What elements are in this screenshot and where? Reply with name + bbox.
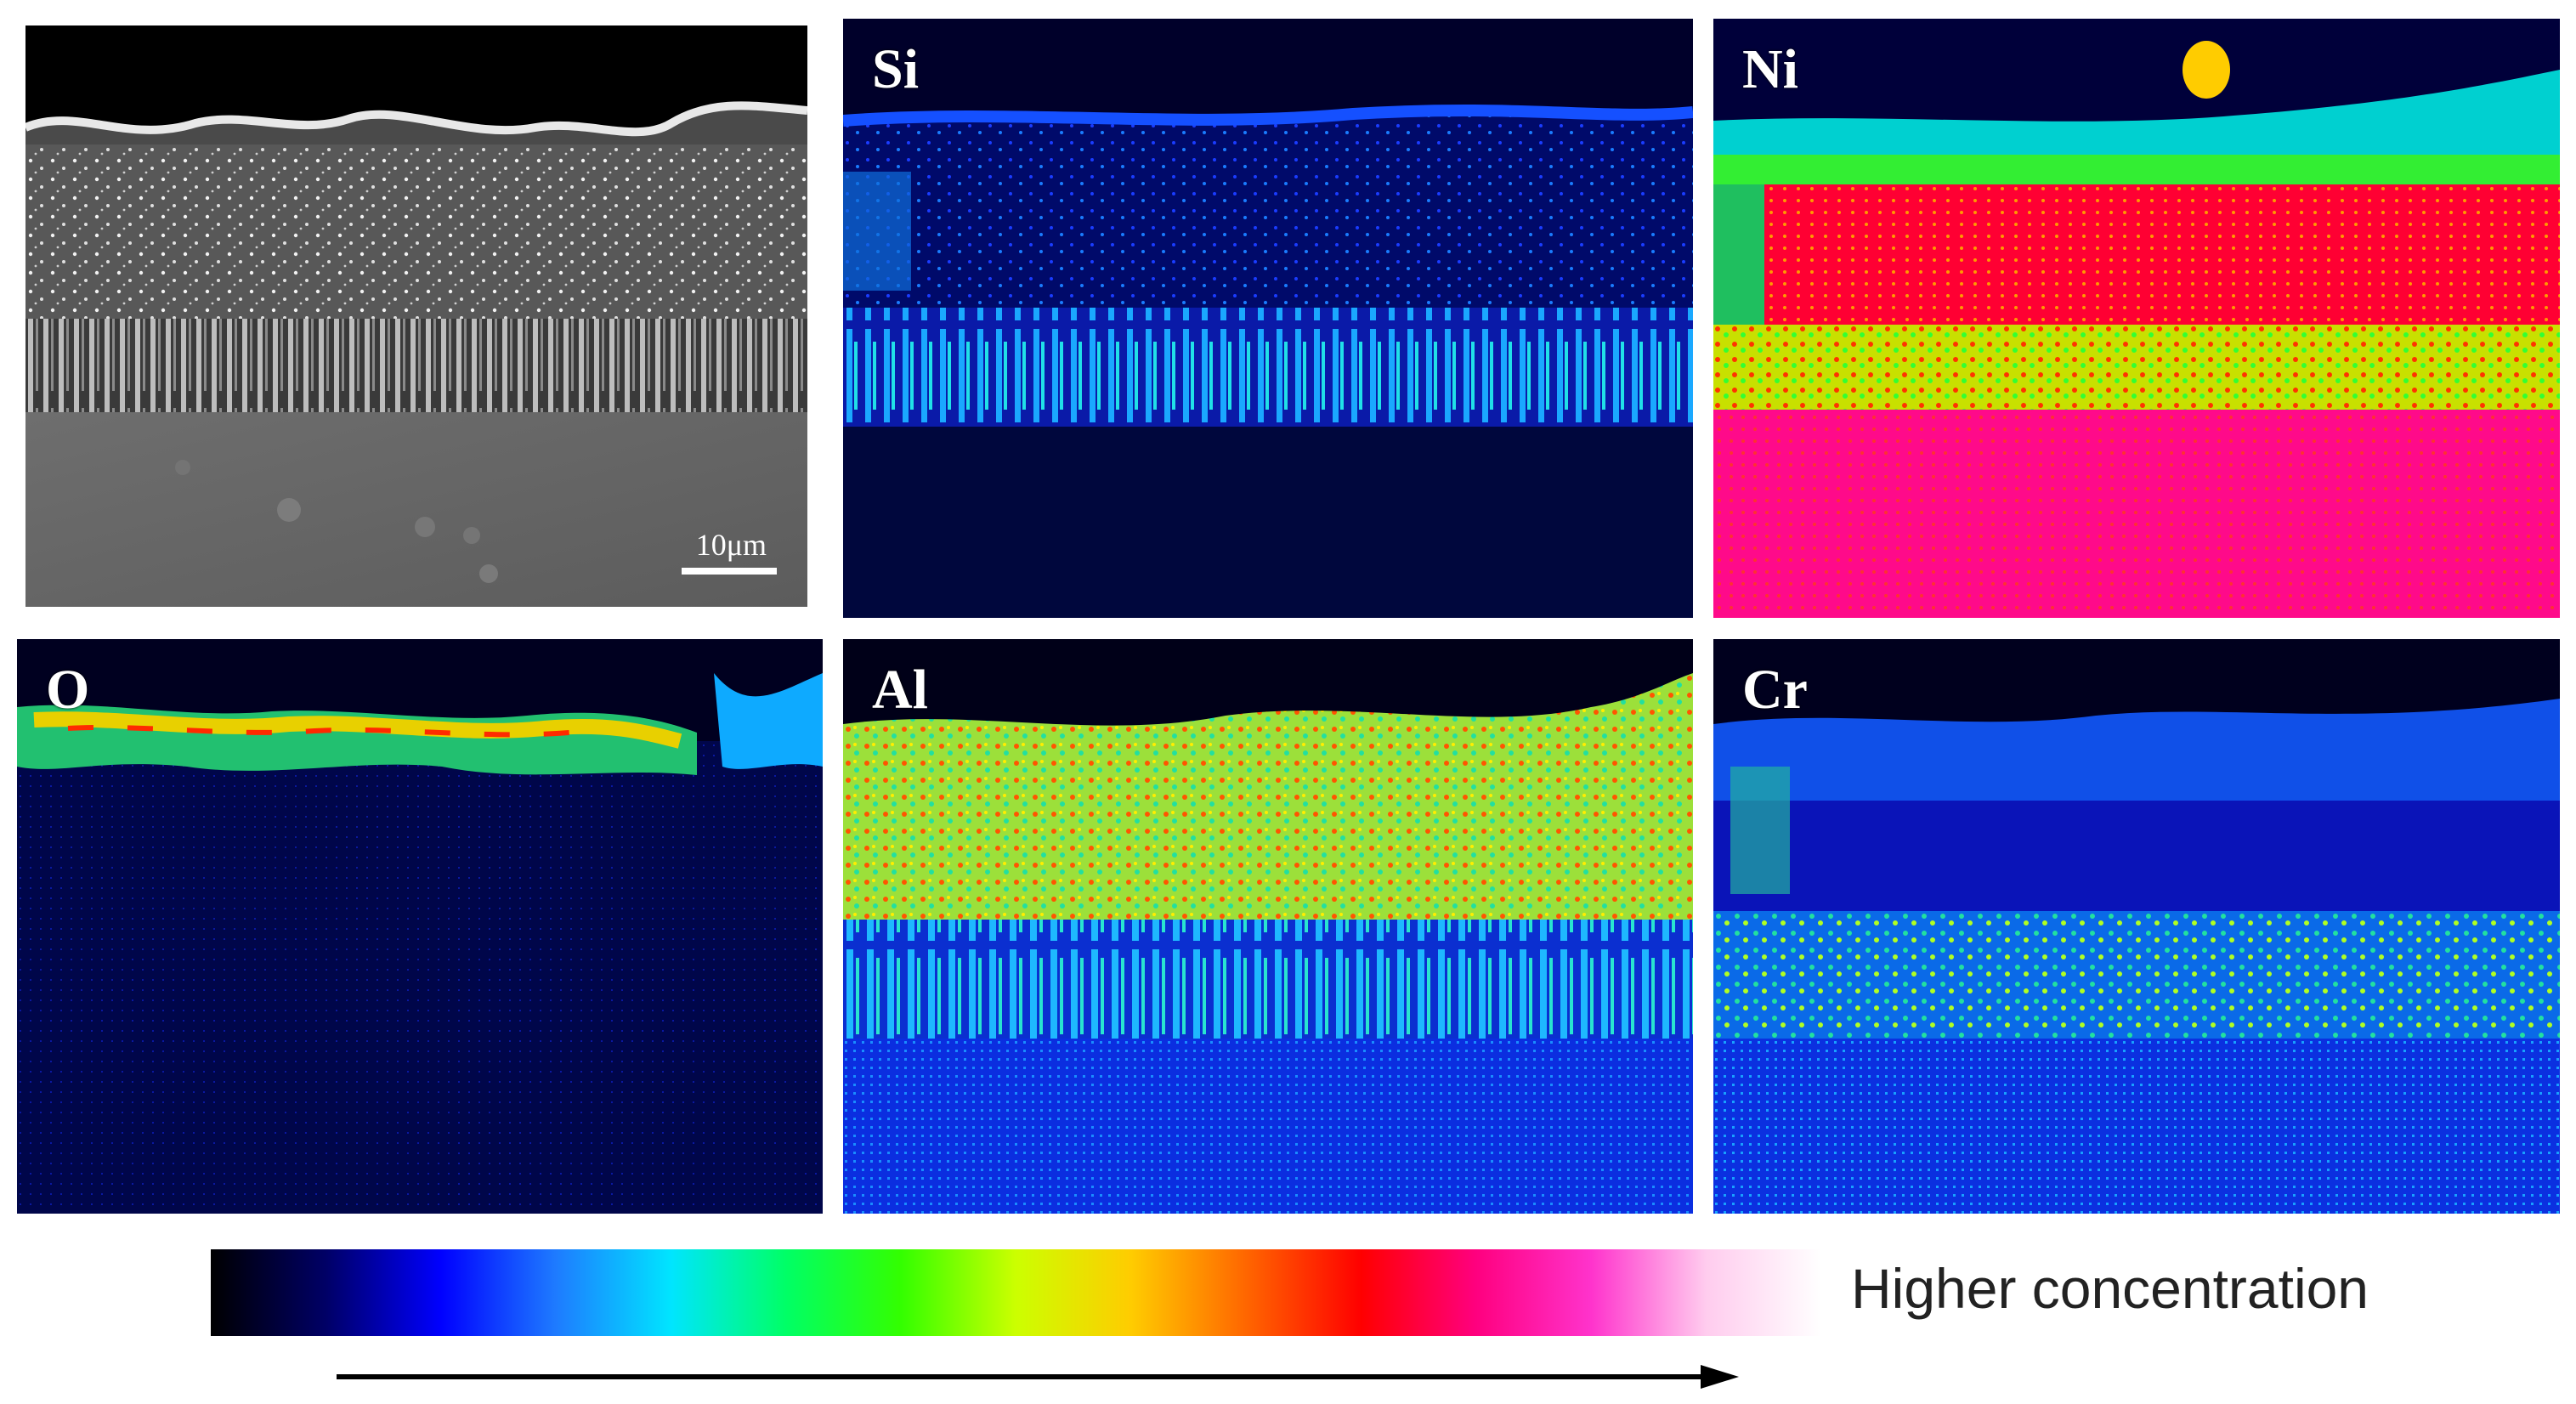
ni-map-panel: Ni (1713, 19, 2560, 618)
o-element-map (17, 639, 823, 1214)
si-label: Si (872, 38, 920, 100)
concentration-color-scale (211, 1249, 1821, 1336)
al-element-map (843, 639, 1693, 1214)
cr-element-map (1713, 639, 2560, 1214)
legend-label: Higher concentration (1851, 1257, 2369, 1320)
scale-bar (682, 568, 777, 575)
sem-micrograph (25, 25, 807, 607)
si-map-panel: Si (843, 19, 1693, 618)
o-map-panel: O (17, 639, 823, 1214)
cr-label: Cr (1742, 659, 1808, 721)
al-map-panel: Al (843, 639, 1693, 1214)
o-label: O (46, 659, 90, 721)
si-element-map (843, 19, 1693, 618)
al-label: Al (872, 659, 928, 721)
scale-bar-label: 10μm (695, 528, 767, 562)
ni-label: Ni (1742, 38, 1798, 100)
cr-map-panel: Cr (1713, 639, 2560, 1214)
ni-element-map (1713, 19, 2560, 618)
sem-image-panel: 10μm (25, 25, 807, 607)
concentration-arrow-icon (337, 1365, 1739, 1389)
